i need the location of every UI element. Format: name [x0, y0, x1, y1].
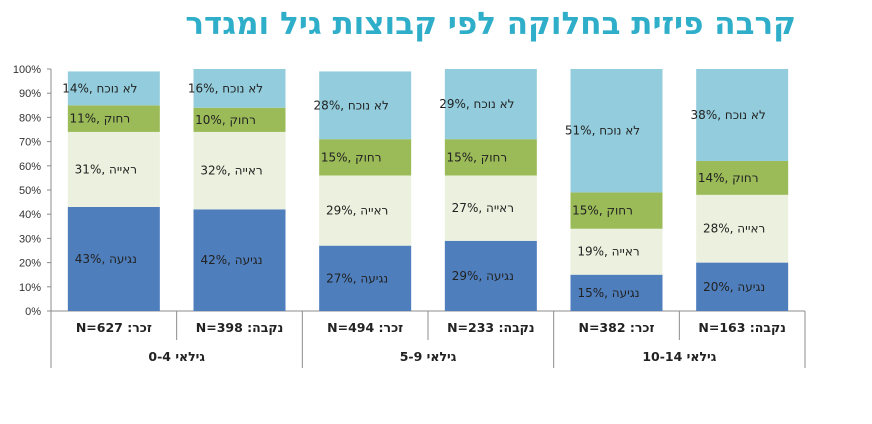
bars-layer	[67, 69, 789, 311]
category-axis-layer: זכר: N=627 נקבה: N=398 זכר: N=494 נקבה: N=2…	[50, 311, 806, 368]
data-label: רחוק ,15%	[321, 150, 382, 164]
y-tick-label: 70%	[19, 137, 41, 149]
group-label: גילאי 5-9	[400, 349, 457, 364]
bar-segment	[193, 69, 286, 108]
data-label: ראייה ,31%	[75, 162, 137, 176]
bar-segment	[444, 240, 537, 311]
bar-segment	[193, 131, 286, 210]
bar-segment	[444, 175, 537, 241]
data-label: נגיעה ,15%	[577, 286, 639, 300]
x-tick-label: נקבה: N=163	[698, 320, 785, 335]
data-label: נגיעה ,42%	[200, 253, 262, 267]
data-label: ראייה ,32%	[200, 164, 262, 178]
x-tick-label: זכר: N=494	[327, 320, 403, 335]
bar-segment	[570, 69, 663, 193]
x-tick-label: זכר: N=382	[579, 320, 655, 335]
bar-segment	[444, 69, 537, 140]
y-tick-label: 30%	[19, 233, 41, 245]
bar-segment	[319, 245, 412, 311]
bar-segment	[696, 69, 789, 161]
data-label: רחוק ,10%	[195, 113, 256, 127]
data-label: לא נוכח ,51%	[565, 124, 640, 138]
data-label: ראייה ,27%	[452, 201, 514, 215]
bar-segment	[67, 71, 160, 106]
data-label: לא נוכח ,28%	[314, 98, 389, 112]
y-tick-label: 90%	[19, 88, 41, 100]
y-tick-label: 100%	[13, 64, 41, 76]
y-tick-label: 80%	[19, 112, 41, 124]
data-label: נגיעה ,20%	[703, 280, 765, 294]
bar-segment	[444, 139, 537, 176]
bar-segment	[193, 107, 286, 132]
labels-layer: נגיעה ,43% ראייה ,31% רחוק ,11% לא נוכח ,14…	[62, 81, 766, 299]
y-tick-label: 50%	[19, 185, 41, 197]
x-tick-label: זכר: N=627	[76, 320, 152, 335]
data-label: לא נוכח ,14%	[62, 81, 137, 95]
bar-segment	[696, 194, 789, 263]
bar-segment	[67, 105, 160, 132]
bar-segment	[696, 160, 789, 195]
group-label: גילאי 0-4	[148, 349, 205, 364]
bar-segment	[570, 274, 663, 311]
bar-segment	[67, 131, 160, 207]
y-tick-label: 10%	[19, 282, 41, 294]
x-tick-label: נקבה: N=233	[447, 320, 534, 335]
data-label: רחוק ,15%	[446, 150, 507, 164]
bar-segment	[319, 139, 412, 176]
chart-title: קרבה פיזית בחלוקה לפי קבוצות גיל ומגדר	[185, 6, 796, 42]
data-label: רחוק ,11%	[69, 112, 130, 126]
data-label: ראייה ,28%	[703, 222, 765, 236]
bar-segment	[193, 209, 286, 311]
data-label: נגיעה ,29%	[452, 269, 514, 283]
data-label: נגיעה ,43%	[75, 252, 137, 266]
bar-segment	[570, 228, 663, 275]
data-label: לא נוכח ,29%	[439, 97, 514, 111]
data-label: ראייה ,29%	[326, 204, 388, 218]
group-label: גילאי 10-14	[642, 349, 716, 364]
y-tick-label: 0%	[25, 306, 41, 318]
bar-segment	[319, 175, 412, 246]
data-label: רחוק ,14%	[698, 171, 759, 185]
data-label: לא נוכח ,38%	[691, 108, 766, 122]
y-tick-label: 20%	[19, 258, 41, 270]
bar-segment	[696, 262, 789, 311]
bar-segment	[67, 206, 160, 311]
y-tick-label: 60%	[19, 161, 41, 173]
y-tick-label: 40%	[19, 209, 41, 221]
data-label: נגיעה ,27%	[326, 271, 388, 285]
data-label: לא נוכח ,16%	[188, 81, 263, 95]
bar-segment	[570, 192, 663, 229]
data-label: ראייה ,19%	[577, 245, 639, 259]
x-tick-label: נקבה: N=398	[196, 320, 283, 335]
data-label: רחוק ,15%	[572, 204, 633, 218]
bar-segment	[319, 71, 412, 140]
